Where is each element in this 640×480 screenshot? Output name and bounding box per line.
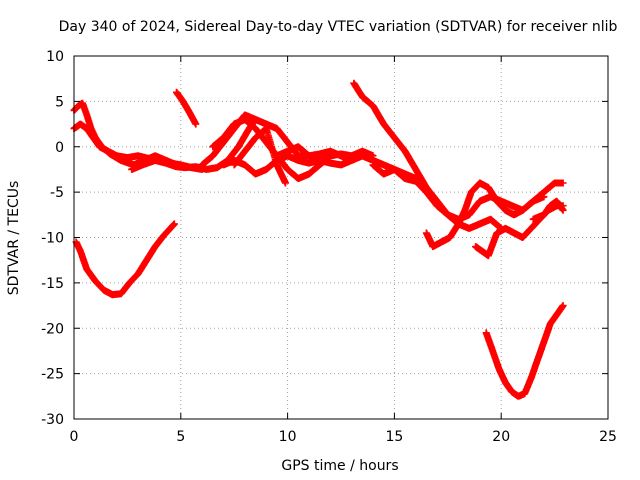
x-tick-label: 25: [599, 429, 617, 445]
y-tick-label: -5: [50, 185, 64, 201]
y-tick-label: -10: [41, 231, 64, 247]
series-arc-h: [230, 125, 289, 187]
y-tick-label: -25: [41, 367, 64, 383]
x-tick-label: 5: [176, 429, 185, 445]
grid: [74, 56, 608, 419]
y-tick-label: -20: [41, 321, 64, 337]
y-tick-label: -30: [41, 412, 64, 428]
series-markers: [482, 302, 567, 400]
x-tick-label: 20: [492, 429, 510, 445]
x-tick-label: 10: [279, 429, 297, 445]
x-tick-label: 15: [385, 429, 403, 445]
series-markers: [173, 88, 200, 128]
chart-title: Day 340 of 2024, Sidereal Day-to-day VTE…: [59, 19, 618, 35]
y-tick-label: -15: [41, 276, 64, 292]
x-axis-label: GPS time / hours: [281, 458, 398, 474]
series-markers: [72, 220, 178, 299]
series-arc-low-evening: [482, 302, 567, 400]
series-arc-l: [422, 179, 548, 251]
data-layer: [70, 79, 567, 400]
series-arc-n: [529, 197, 567, 223]
series-arc-d: [173, 88, 200, 128]
y-tick-label: 5: [55, 94, 64, 110]
x-tick-label: 0: [70, 429, 79, 445]
series-markers: [529, 197, 567, 223]
y-axis-label: SDTVAR / TECUs: [6, 181, 22, 296]
series-markers: [230, 125, 289, 187]
series-markers: [422, 179, 548, 251]
y-tick-label: 10: [46, 49, 64, 65]
axes: 0 5 10 15 20 25 10 5 0 -5 -10 -15 -20 -25 -30: [41, 49, 617, 445]
series-arc-low-morning: [72, 220, 178, 299]
y-tick-label: 0: [55, 140, 64, 156]
